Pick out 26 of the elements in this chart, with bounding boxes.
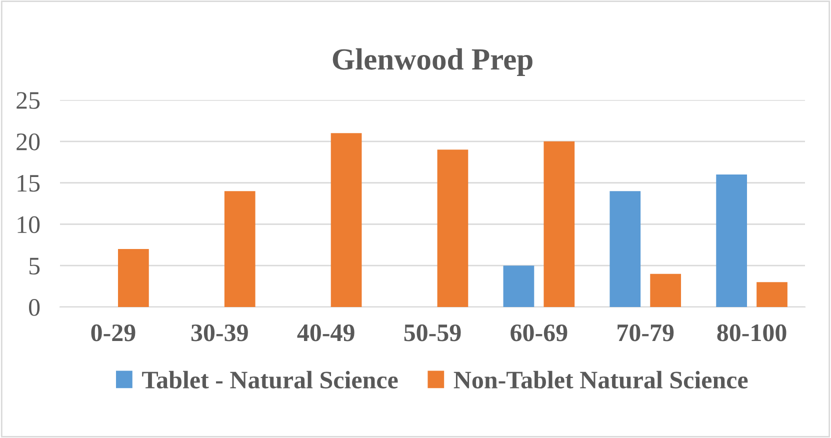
bar: [118, 249, 149, 307]
y-tick-label: 10: [18, 216, 40, 234]
y-tick-label: 25: [16, 92, 40, 109]
y-tick-label: 15: [18, 174, 40, 192]
bar: [716, 174, 747, 307]
legend-label: Tablet - Natural Science: [142, 370, 398, 389]
legend-label: Non-Tablet Natural Science: [454, 370, 748, 389]
bar: [544, 141, 575, 307]
y-tick-label: 5: [30, 258, 40, 275]
x-tick-label: 30-39: [191, 324, 248, 342]
bar: [437, 150, 468, 307]
x-tick-label: 80-100: [717, 324, 786, 342]
chart-title: Glenwood Prep: [332, 48, 532, 76]
bar: [224, 191, 256, 307]
bar: [650, 274, 682, 307]
x-tick-label: 40-49: [297, 324, 354, 342]
x-tick-label: 60-69: [510, 324, 568, 342]
x-tick-label: 0-29: [91, 324, 136, 342]
bar: [610, 191, 641, 307]
x-tick-label: 70-79: [618, 324, 674, 342]
x-tick-label: 50-59: [404, 324, 461, 342]
bar: [756, 282, 788, 307]
bar: [503, 266, 534, 307]
y-tick-label: 20: [16, 133, 40, 150]
y-tick-label: 0: [29, 299, 40, 316]
bar: [330, 133, 362, 307]
